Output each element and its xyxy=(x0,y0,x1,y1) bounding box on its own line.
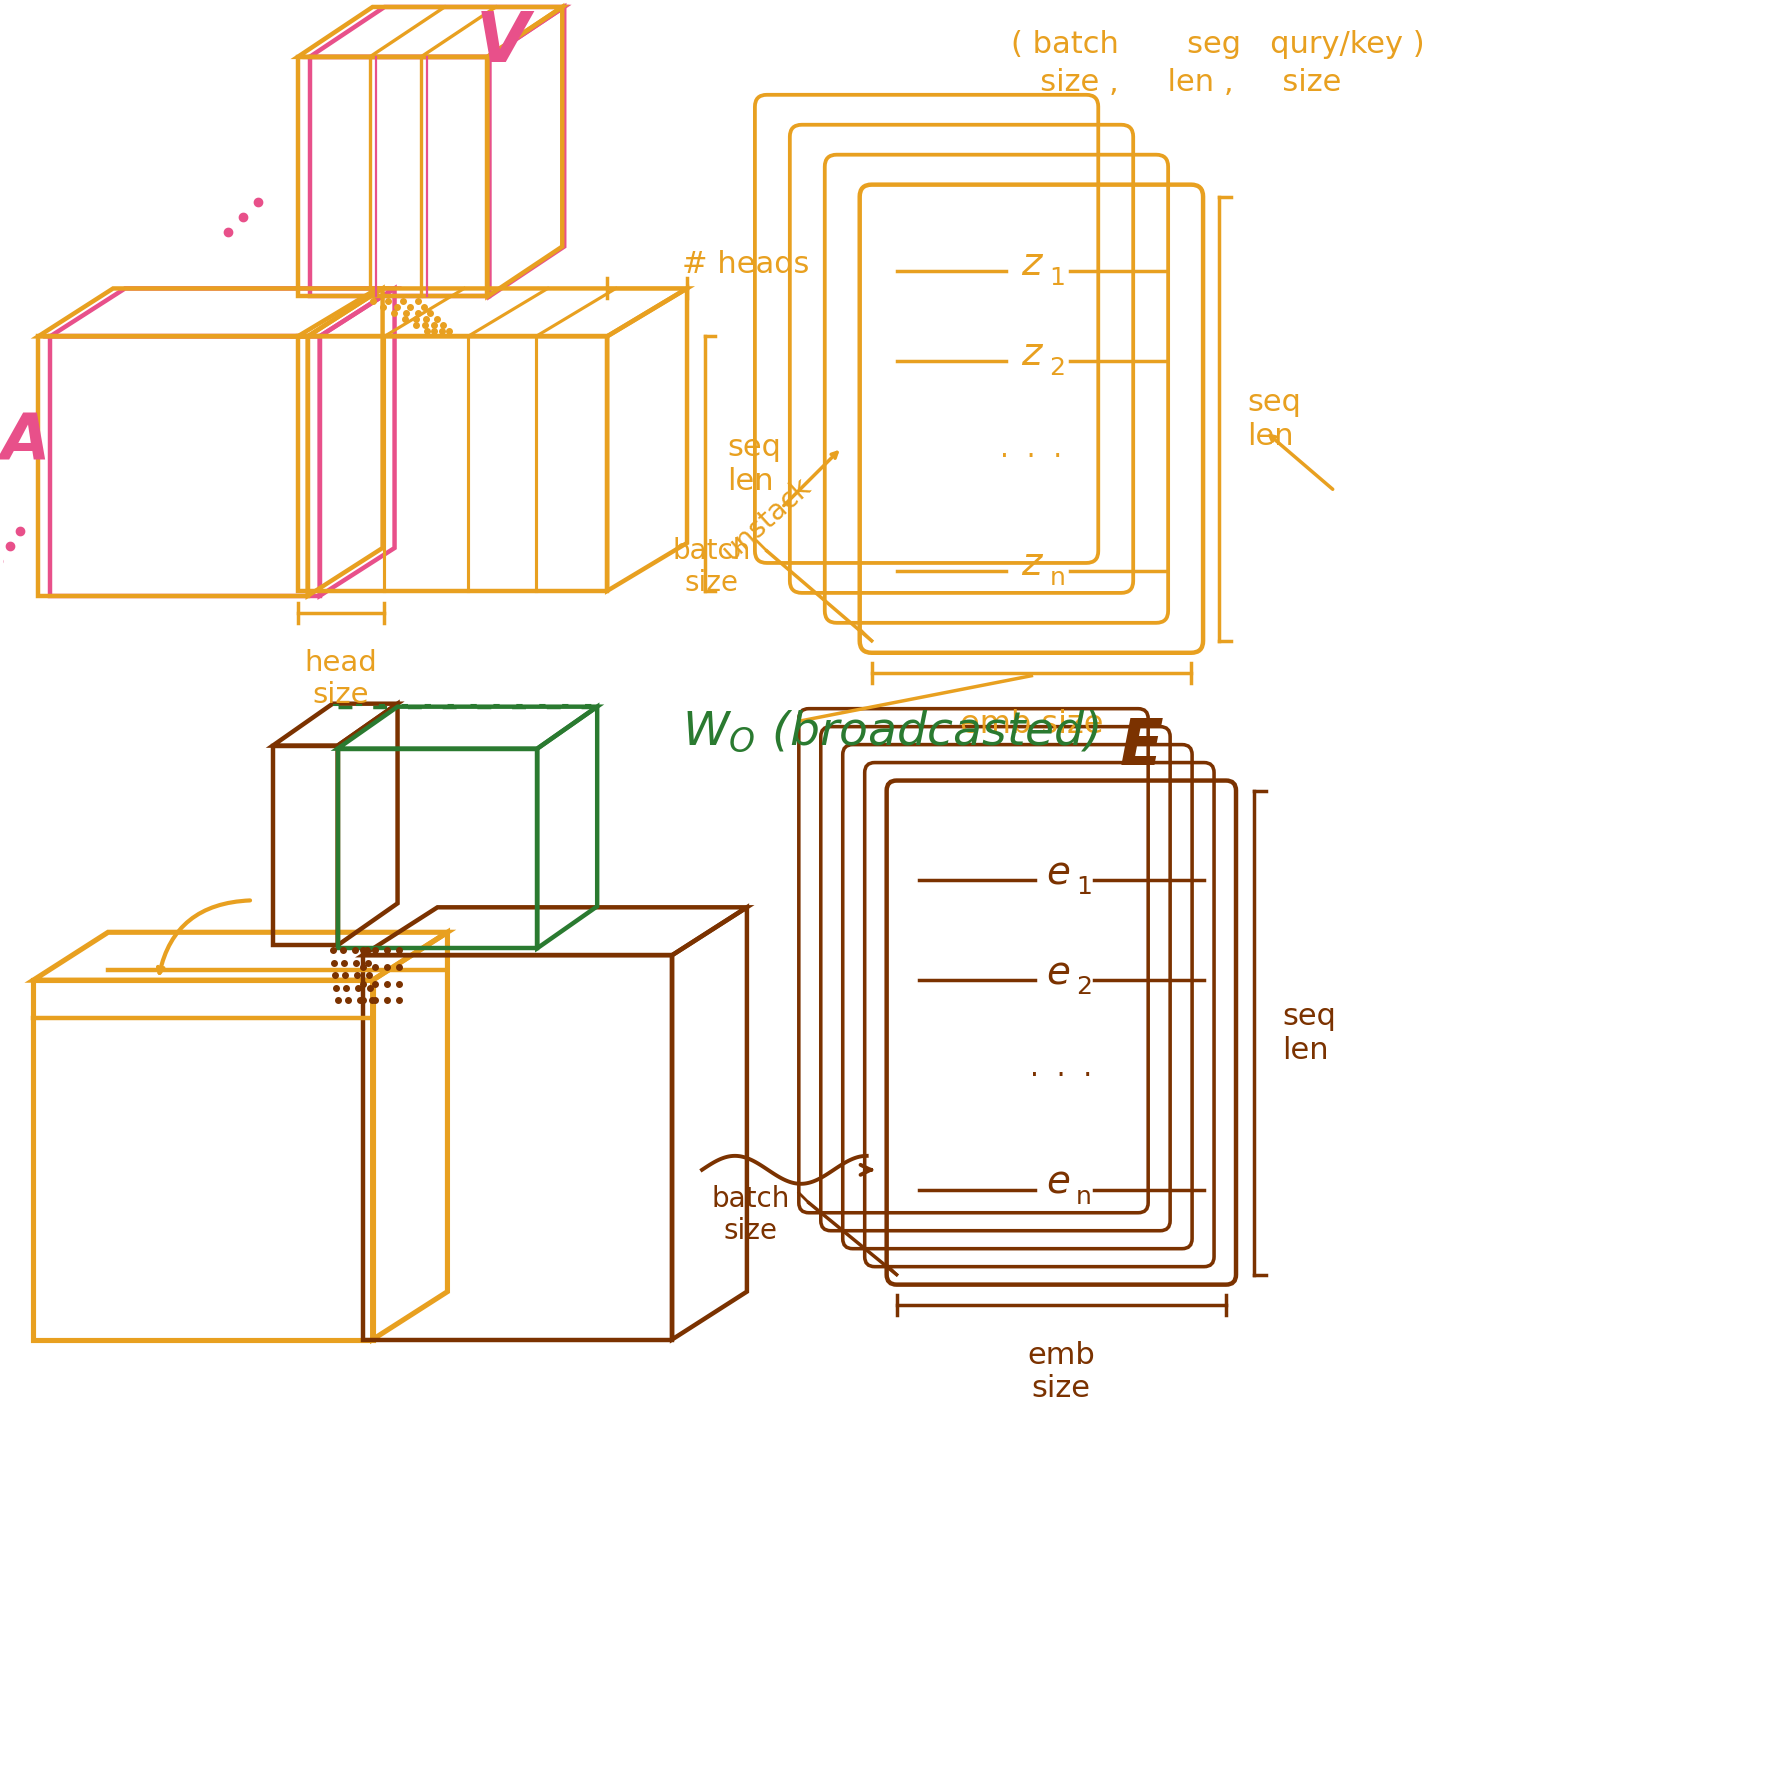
Text: n: n xyxy=(1048,566,1064,590)
Text: # heads: # heads xyxy=(682,250,809,278)
Text: seq
len: seq len xyxy=(1281,1002,1335,1064)
Text: 2: 2 xyxy=(1075,975,1091,998)
Text: size ,     len ,     size: size , len , size xyxy=(1011,69,1342,98)
Text: z: z xyxy=(1022,544,1041,583)
Text: batch
size: batch size xyxy=(712,1184,789,1245)
Text: ·  ·  ·: · · · xyxy=(1000,443,1063,472)
Text: 1: 1 xyxy=(1075,874,1091,899)
Text: 1: 1 xyxy=(1048,266,1064,291)
Text: e: e xyxy=(1045,954,1070,991)
Text: z: z xyxy=(1022,335,1041,372)
Text: e: e xyxy=(1045,855,1070,892)
Text: emb
size: emb size xyxy=(1027,1340,1095,1402)
Text: A: A xyxy=(0,411,50,473)
Text: emb size: emb size xyxy=(959,707,1102,739)
Text: ·  ·  ·: · · · xyxy=(1030,1062,1091,1089)
Text: z: z xyxy=(1022,245,1041,284)
Text: n: n xyxy=(1075,1184,1091,1207)
Text: unstack: unstack xyxy=(717,472,816,566)
Text: V: V xyxy=(476,9,530,76)
Text: batch
size: batch size xyxy=(673,537,751,598)
Text: ( batch       seg   qury/key ): ( batch seg qury/key ) xyxy=(1011,30,1424,59)
Text: 2: 2 xyxy=(1048,356,1064,379)
Text: E: E xyxy=(1118,715,1163,777)
Text: seq
len: seq len xyxy=(726,433,780,496)
Text: $W_O$ (broadcasted): $W_O$ (broadcasted) xyxy=(682,709,1098,754)
Text: e: e xyxy=(1045,1163,1070,1200)
Text: seq
len: seq len xyxy=(1247,388,1301,450)
Text: head
size: head size xyxy=(304,649,377,709)
